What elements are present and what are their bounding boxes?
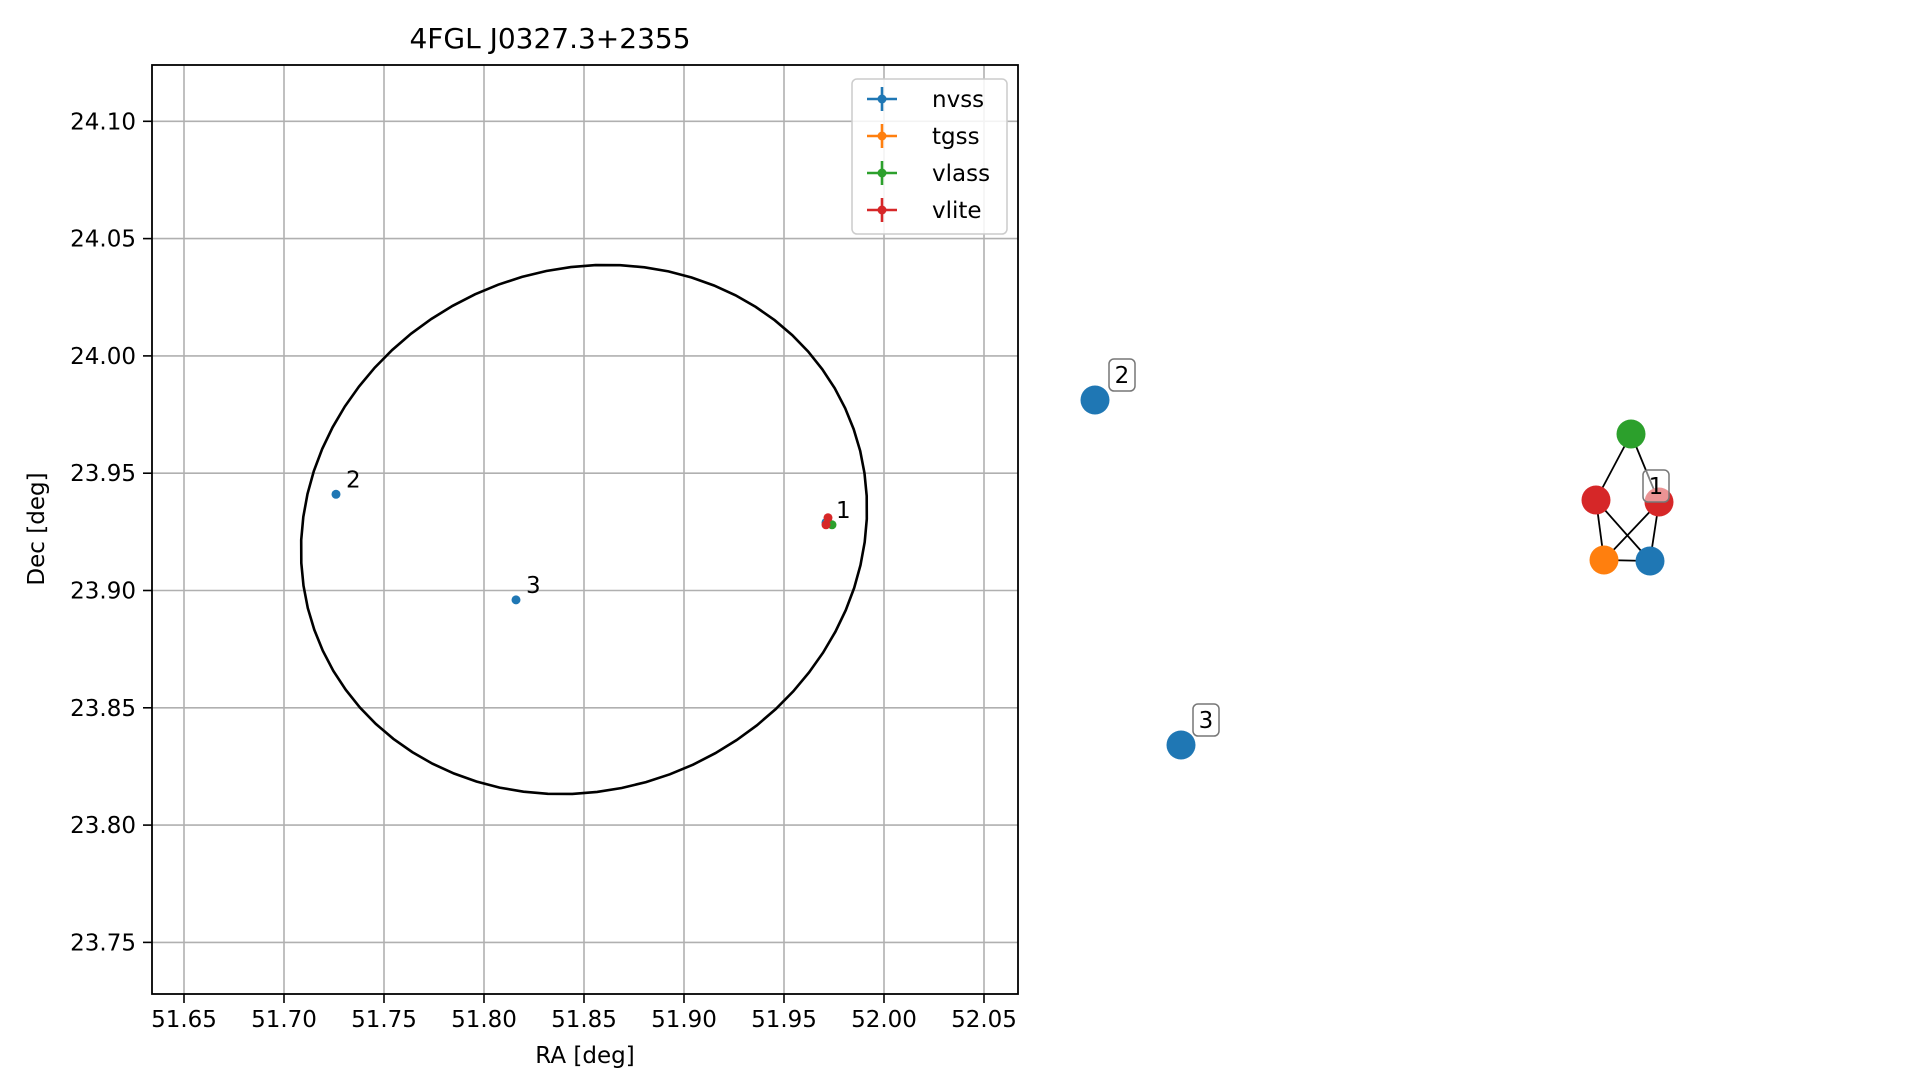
y-tick-label: 23.80 (70, 813, 136, 839)
legend-box (851, 78, 1008, 235)
network-label-box (1108, 358, 1136, 392)
network-node (1166, 730, 1196, 760)
y-axis-label: Dec [deg] (24, 472, 50, 585)
legend-label: vlass (932, 161, 990, 187)
network-node-label: 3 (1199, 708, 1214, 734)
y-tick-label: 23.90 (70, 578, 136, 604)
point-annotations: 1 2 3 (346, 467, 851, 599)
x-tick-label: 52.00 (851, 1007, 917, 1033)
x-tick-label: 51.75 (351, 1007, 417, 1033)
x-tick-label: 51.90 (651, 1007, 717, 1033)
y-tick-label: 24.00 (70, 344, 136, 370)
x-tick-label: 51.95 (751, 1007, 817, 1033)
network-node (1616, 419, 1646, 449)
network-node (1581, 485, 1611, 515)
data-points (331, 489, 837, 605)
nvss-point (511, 595, 521, 605)
y-tick-label: 23.95 (70, 461, 136, 487)
network-node-label: 1 (1649, 474, 1664, 500)
legend: nvss tgss vlass vlite (851, 78, 1008, 235)
legend-marker-dot (877, 205, 887, 215)
y-tick-label: 24.05 (70, 227, 136, 253)
y-tick-label: 23.75 (70, 930, 136, 956)
nvss-point (331, 489, 341, 499)
network-node (1635, 546, 1665, 576)
scatter-panel: 4FGL J0327.3+2355 123 51.65 51.70 51.75 51.… (24, 22, 1019, 1069)
legend-marker-dot (877, 131, 887, 141)
legend-label: vlite (932, 198, 982, 224)
axis-ticks: 51.65 51.70 51.75 51.80 51.85 51.90 51.95 52.00… (70, 109, 1017, 1033)
network-node-label: 2 (1115, 363, 1130, 389)
y-tick-label: 23.85 (70, 696, 136, 722)
x-axis-label: RA [deg] (535, 1043, 634, 1069)
vlite-point (821, 520, 831, 530)
point-annotation: 2 (346, 467, 361, 493)
legend-label: nvss (932, 87, 984, 113)
grid (152, 65, 1018, 994)
legend-label: tgss (932, 124, 980, 150)
legend-marker-dot (877, 168, 887, 178)
localization-ellipse (299, 263, 869, 796)
ellipse-outline (299, 263, 869, 796)
y-tick-label: 24.10 (70, 109, 136, 135)
point-annotation: 1 (836, 498, 851, 524)
network-node (1589, 545, 1619, 575)
network-label-box (1192, 703, 1220, 737)
x-tick-label: 52.05 (951, 1007, 1017, 1033)
x-tick-label: 51.70 (251, 1007, 317, 1033)
vlite-point (823, 513, 833, 523)
x-tick-label: 51.80 (451, 1007, 517, 1033)
network-node (1080, 385, 1110, 415)
plot-frame (151, 64, 1019, 995)
legend-marker-dot (877, 94, 887, 104)
x-tick-label: 51.65 (151, 1007, 217, 1033)
point-annotation: 3 (526, 573, 541, 599)
x-tick-label: 51.85 (551, 1007, 617, 1033)
network-label-box (1642, 469, 1670, 503)
network-panel: 2 3 1 (1080, 358, 1674, 760)
chart-title: 4FGL J0327.3+2355 (409, 22, 690, 55)
